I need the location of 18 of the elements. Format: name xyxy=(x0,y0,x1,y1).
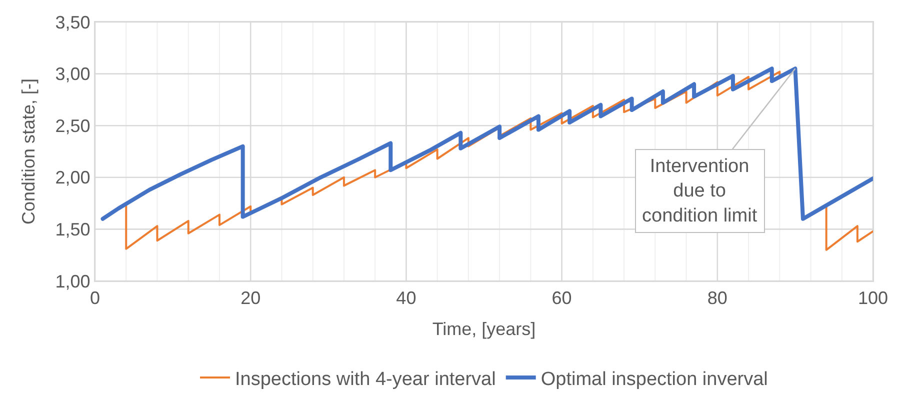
annotation: Intervention due to condition limit xyxy=(642,156,758,226)
y-tick-label: 2,00 xyxy=(55,168,90,188)
y-tick-label: 1,50 xyxy=(55,220,90,240)
y-tick-label: 2,50 xyxy=(55,116,90,136)
x-axis-title: Time, [years] xyxy=(432,318,536,339)
x-tick-label: 40 xyxy=(396,288,416,308)
x-tick-label: 20 xyxy=(240,288,261,308)
legend-label: Inspections with 4-year interval xyxy=(235,368,496,390)
y-tick-label: 3,00 xyxy=(55,64,90,84)
legend-label: Optimal inspection inverval xyxy=(540,368,768,390)
y-tick-label: 3,50 xyxy=(55,12,90,32)
y-tick-label: 1,00 xyxy=(55,271,90,292)
x-tick-label: 60 xyxy=(552,288,572,308)
x-tick-label: 80 xyxy=(707,288,728,308)
line-series xyxy=(100,66,873,221)
y-axis-title: Condition state, [-] xyxy=(18,78,38,225)
x-tick-label: 0 xyxy=(90,288,100,308)
x-tick-label: 100 xyxy=(858,288,888,308)
